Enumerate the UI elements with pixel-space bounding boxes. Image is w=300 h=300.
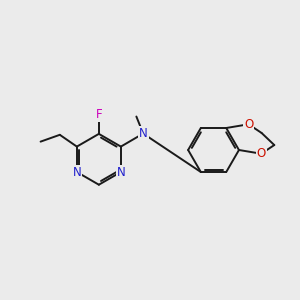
Text: N: N — [116, 166, 125, 178]
Text: N: N — [73, 166, 81, 178]
Text: O: O — [256, 147, 266, 160]
Text: F: F — [95, 108, 102, 121]
Text: N: N — [139, 127, 148, 140]
Text: O: O — [244, 118, 253, 131]
